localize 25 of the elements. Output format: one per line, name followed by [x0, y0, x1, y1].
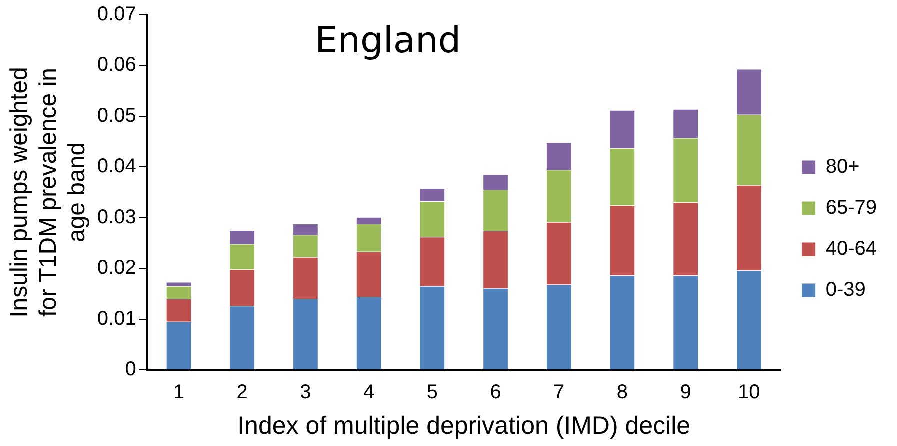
- y-tick-label: 0.05: [97, 104, 136, 127]
- legend-label: 80+: [826, 156, 860, 178]
- x-tick-label: 9: [680, 382, 692, 404]
- y-tick-label: 0.03: [97, 206, 136, 228]
- x-tick-label: 1: [173, 382, 185, 404]
- x-tick-label: 8: [616, 382, 628, 404]
- legend-label: 65-79: [826, 197, 878, 220]
- x-axis-title: Index of multiple deprivation (IMD) decile: [238, 412, 691, 440]
- x-tick-label: 2: [236, 382, 248, 404]
- y-axis-title: Insulin pumps weighted for T1DM prevalence in age band: [6, 67, 91, 318]
- legend-label: 0-39: [826, 279, 866, 302]
- x-tick-label: 3: [300, 382, 312, 404]
- y-tick-label: 0.04: [97, 156, 136, 178]
- chart-title: England: [314, 20, 462, 62]
- x-tick-label: 10: [738, 382, 760, 404]
- y-tick-label: 0.01: [97, 308, 136, 330]
- y-tick-label: 0.07: [97, 4, 136, 26]
- x-tick-label: 4: [363, 382, 375, 404]
- legend-label: 40-64: [826, 238, 878, 260]
- y-tick-label: 0.06: [97, 54, 136, 76]
- x-tick-label: 5: [426, 382, 438, 404]
- x-tick-label: 7: [554, 382, 565, 404]
- y-tick-label: 0.02: [97, 257, 136, 280]
- x-tick-label: 6: [490, 382, 502, 404]
- y-tick-label: 0: [125, 358, 136, 381]
